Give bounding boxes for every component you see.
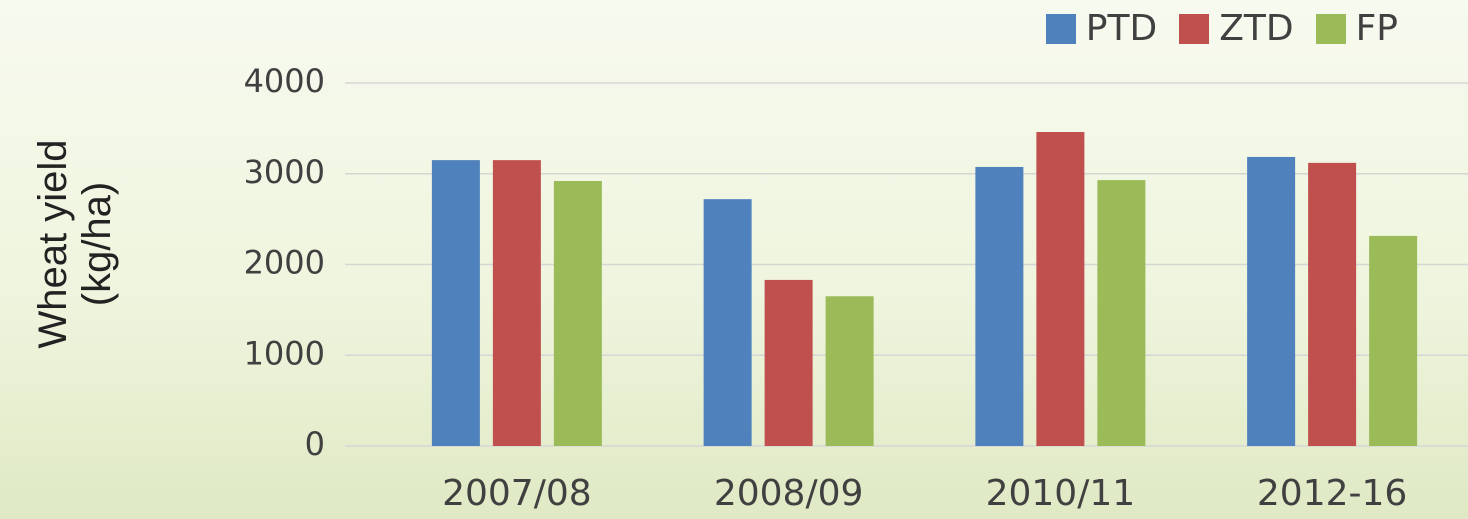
bar (826, 296, 874, 446)
bar (493, 160, 541, 446)
bar (1247, 157, 1295, 446)
y-tick-label: 2000 (244, 244, 325, 282)
y-tick-label: 1000 (244, 334, 325, 372)
bar (554, 181, 602, 446)
chart: Wheat yield (kg/ha) PTDZTDFP 01000200030… (0, 0, 1468, 519)
y-tick-label: 3000 (244, 153, 325, 191)
bar (1308, 163, 1356, 446)
bar (1097, 180, 1145, 446)
bar (1036, 132, 1084, 446)
plot: 0 1000 2000 3000 4000 2007/08 2008/09 2010/11 20… (0, 0, 1468, 519)
x-tick-label: 2012-16 (1257, 473, 1407, 514)
bar (704, 199, 752, 446)
y-tick-label: 0 (305, 425, 325, 463)
bar (975, 167, 1023, 446)
bar (765, 280, 813, 446)
x-tick-label: 2008/09 (714, 473, 864, 514)
x-tick-label: 2010/11 (986, 473, 1136, 514)
bar (1369, 236, 1417, 446)
bar (432, 160, 480, 446)
y-tick-label: 4000 (244, 62, 325, 100)
x-tick-label: 2007/08 (442, 473, 592, 514)
